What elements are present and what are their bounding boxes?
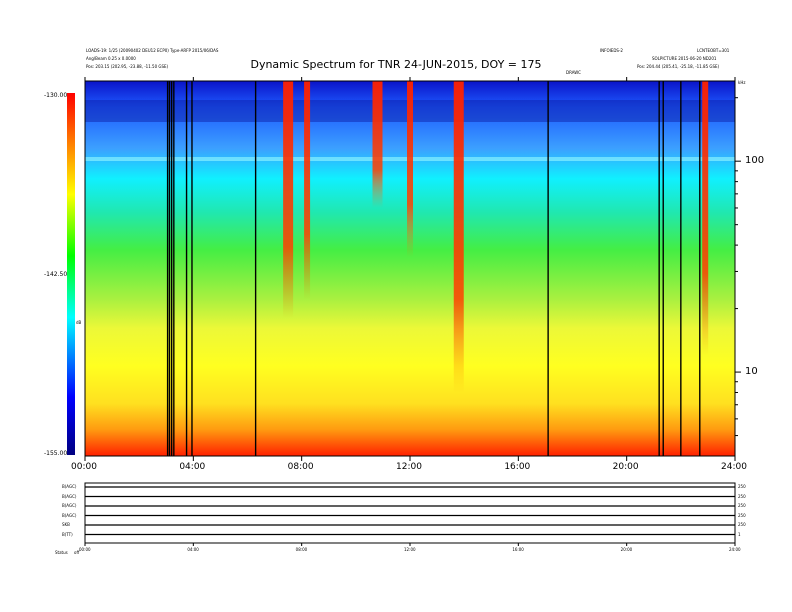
panel-label-4: SKB: [62, 522, 70, 527]
bottom-x-label-0: 00:00: [79, 547, 91, 552]
colorbar-label: dB: [76, 320, 82, 325]
y-tick-label-0: 100: [745, 155, 765, 167]
bottom-x-label-1: 04:00: [187, 547, 199, 552]
header-left-line1: LOADS-19: 1/25 (20090402 DEU12 ECP0) Typ…: [86, 48, 219, 53]
panel-value-3: 250: [738, 512, 746, 518]
bottom-x-label-4: 16:00: [512, 547, 524, 552]
colorbar-tick-mid: -142.50: [44, 271, 68, 278]
colorbar-tick-bottom: -155.00: [44, 450, 68, 457]
bottom-x-label-3: 12:00: [404, 547, 416, 552]
panel-value-5: 1: [738, 531, 741, 537]
header-right-line2: SOLPICTURE 2015-06-20 ND201: [652, 56, 717, 61]
burst-3: [407, 81, 413, 258]
x-tick-label-4: 16:00: [504, 462, 531, 472]
chart-title: Dynamic Spectrum for TNR 24-JUN-2015, DO…: [250, 58, 542, 71]
burst-4: [453, 81, 464, 393]
panel-label-2: B(AGC): [62, 503, 77, 508]
header-right-mid: DRAWC: [566, 70, 581, 75]
x-tick-label-2: 08:00: [287, 462, 314, 472]
housekeeping-panel: [84, 482, 736, 544]
panel-value-1: 250: [738, 493, 746, 499]
burst-1: [304, 81, 311, 300]
header-right-line3: Pos: 204.44 (205.41, -25.18, -11.85 GSE): [637, 64, 720, 69]
panel-label-0: B(AGC): [62, 484, 77, 489]
header-left-line3: Pos: 203.15 (202.95, -23.88, -11.50 GSE): [86, 64, 169, 69]
header-left-line2: Ang/Beam 0.25 x 0.0000: [86, 56, 136, 61]
x-tick-label-1: 04:00: [179, 462, 206, 472]
status-code: off: [74, 550, 80, 555]
unit-label: kHz: [738, 80, 746, 85]
panel-label-5: B(TT): [62, 531, 73, 537]
panel-value-0: 250: [738, 484, 746, 489]
panel-value-2: 250: [738, 503, 746, 508]
bottom-x-label-2: 08:00: [295, 547, 308, 552]
y-tick-label-1: 10: [745, 366, 758, 378]
header-right-line1b: LCNTEOBT=301: [697, 48, 730, 53]
x-tick-label-3: 12:00: [396, 462, 422, 472]
burst-0: [283, 81, 294, 319]
burst-2: [372, 81, 383, 208]
panel-value-4: 250: [738, 522, 746, 527]
panel-label-3: B(AGC): [62, 512, 77, 518]
status-label: Status: [55, 550, 68, 555]
panel-label-1: B(AGC): [62, 493, 77, 499]
colorbar-tick-top: -130.00: [44, 92, 68, 99]
burst-5: [702, 81, 709, 356]
x-tick-label-0: 00:00: [71, 462, 97, 472]
colorbar-fill: [67, 93, 75, 455]
bottom-x-label-6: 24:00: [729, 547, 741, 552]
header-right-line1: INFOIEDS-2: [600, 48, 623, 53]
x-tick-label-6: 24:00: [721, 462, 747, 472]
x-tick-label-5: 20:00: [612, 462, 639, 472]
bottom-x-label-5: 20:00: [620, 547, 633, 552]
